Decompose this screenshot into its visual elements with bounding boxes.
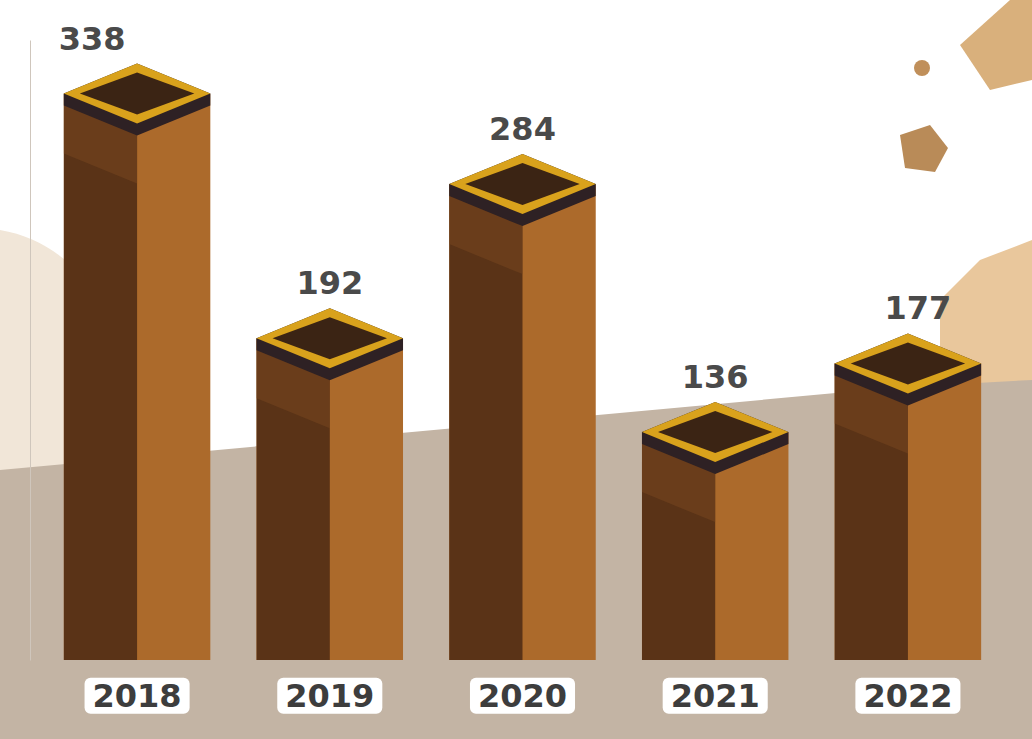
data-label: 284: [489, 110, 556, 148]
bar-shade: [835, 363, 908, 660]
bar: [835, 363, 981, 660]
rock: [900, 125, 948, 172]
tick-label-bg: [855, 678, 960, 714]
tick-label-bg: [663, 678, 768, 714]
rock: [960, 0, 1032, 90]
tick: 2021: [663, 660, 768, 715]
tick: 2019: [277, 660, 382, 715]
bar-shade: [257, 338, 330, 660]
tick: 2022: [855, 660, 960, 715]
bar-cap: [257, 308, 403, 368]
tick-label: 2021: [671, 677, 760, 715]
bar-cap: [449, 154, 595, 214]
axis-line: [30, 41, 31, 661]
tick-label-bg: [277, 678, 382, 714]
tick-label-bg: [470, 678, 575, 714]
tick: 2018: [85, 660, 190, 715]
tick: 2020: [470, 660, 575, 715]
data-labels: 338 192 284 136 177: [59, 20, 952, 396]
bar-shade: [449, 184, 522, 660]
tick-label-bg: [85, 678, 190, 714]
bar-group: [642, 402, 788, 660]
bar-group: [449, 154, 595, 660]
chart: 338 192 284 136 177 2018 2019 2020 2021 2022: [0, 0, 1032, 739]
tick-label: 2018: [93, 677, 182, 715]
data-label: 192: [296, 264, 363, 302]
bar-hole: [465, 163, 579, 205]
tick-label: 2019: [285, 677, 374, 715]
bar-group: [257, 308, 403, 660]
bar: [64, 94, 210, 660]
tick-label: 2022: [863, 677, 952, 715]
bar-cap: [835, 333, 981, 393]
bar: [257, 338, 403, 660]
bar-cap-ring: [835, 333, 981, 405]
bar-cap-ring: [642, 402, 788, 474]
background: [0, 0, 1032, 739]
tick-label: 2020: [478, 677, 567, 715]
bar-hole: [658, 411, 772, 453]
bar-cap: [64, 64, 210, 124]
bar-hole: [273, 317, 387, 359]
bar-group: [64, 64, 210, 660]
bar-group: [835, 333, 981, 660]
bar-hole: [80, 73, 194, 115]
bars: [64, 64, 981, 660]
bar-shade: [64, 94, 137, 660]
rock: [914, 60, 930, 76]
data-label: 338: [59, 20, 126, 58]
data-label: 136: [682, 358, 749, 396]
bar: [449, 184, 595, 660]
bar-cap-ring: [449, 154, 595, 226]
data-label: 177: [885, 289, 952, 327]
x-axis: 2018 2019 2020 2021 2022: [85, 660, 961, 715]
bar-cap-ring: [64, 64, 210, 136]
bar-hole: [851, 342, 965, 384]
y-axis: [30, 41, 31, 661]
bar-cap-ring: [257, 308, 403, 380]
bar-cap: [642, 402, 788, 462]
